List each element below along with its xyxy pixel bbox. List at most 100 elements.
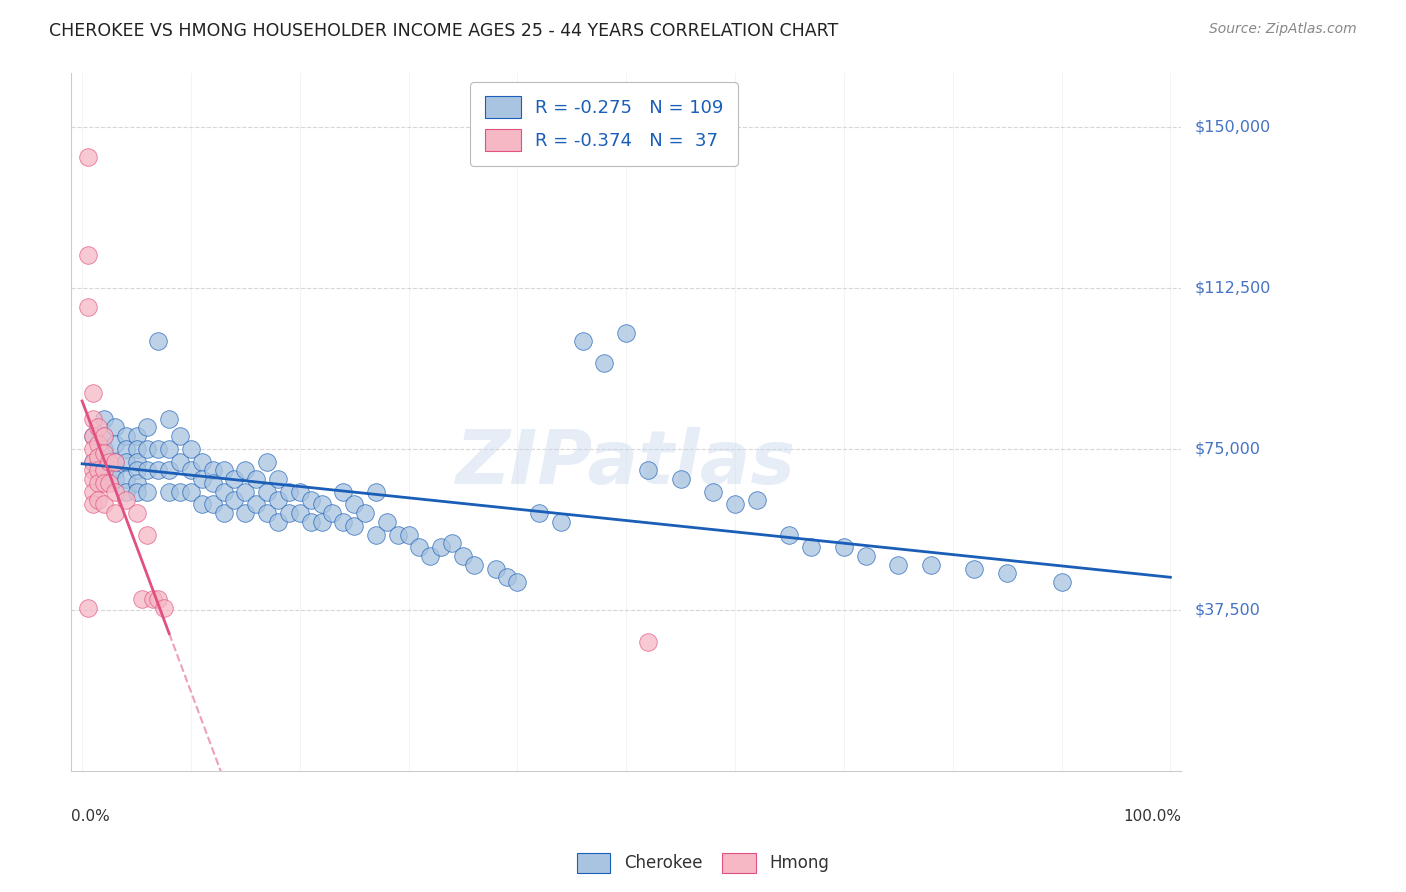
Point xyxy=(364,527,387,541)
Point xyxy=(245,498,267,512)
Point xyxy=(82,429,104,443)
Point xyxy=(267,493,290,508)
Point xyxy=(169,454,191,468)
Point xyxy=(142,591,165,606)
Point xyxy=(93,442,115,456)
Point xyxy=(311,515,333,529)
Point xyxy=(104,463,127,477)
Point xyxy=(191,498,214,512)
Point xyxy=(832,541,855,555)
Point xyxy=(364,484,387,499)
Point xyxy=(87,437,110,451)
Point xyxy=(267,515,290,529)
Point xyxy=(93,411,115,425)
Point xyxy=(495,570,517,584)
Point xyxy=(277,506,299,520)
Point xyxy=(93,472,115,486)
Point xyxy=(152,600,174,615)
Text: CHEROKEE VS HMONG HOUSEHOLDER INCOME AGES 25 - 44 YEARS CORRELATION CHART: CHEROKEE VS HMONG HOUSEHOLDER INCOME AGE… xyxy=(49,22,838,40)
Point xyxy=(212,484,235,499)
Text: ZIPatlas: ZIPatlas xyxy=(456,427,796,500)
Point xyxy=(104,454,127,468)
Text: Source: ZipAtlas.com: Source: ZipAtlas.com xyxy=(1209,22,1357,37)
Point xyxy=(114,429,136,443)
Point xyxy=(136,442,159,456)
Point xyxy=(669,472,692,486)
Point xyxy=(267,472,290,486)
Point xyxy=(76,600,98,615)
Point xyxy=(299,515,322,529)
Legend: R = -0.275   N = 109, R = -0.374   N =  37: R = -0.275 N = 109, R = -0.374 N = 37 xyxy=(470,82,738,166)
Point xyxy=(169,429,191,443)
Point xyxy=(637,635,659,649)
Point xyxy=(778,527,800,541)
Point xyxy=(157,484,180,499)
Point xyxy=(387,527,409,541)
Point xyxy=(131,591,153,606)
Point xyxy=(224,472,246,486)
Point xyxy=(104,454,127,468)
Point xyxy=(136,463,159,477)
Point xyxy=(800,541,823,555)
Point xyxy=(593,356,616,370)
Point xyxy=(82,429,104,443)
Point xyxy=(288,506,311,520)
Point xyxy=(375,515,398,529)
Point xyxy=(82,385,104,400)
Point xyxy=(343,519,366,533)
Point xyxy=(550,515,572,529)
Point xyxy=(82,463,104,477)
Point xyxy=(125,476,148,491)
Point xyxy=(104,506,127,520)
Text: 100.0%: 100.0% xyxy=(1123,809,1181,824)
Point xyxy=(87,420,110,434)
Point xyxy=(104,420,127,434)
Point xyxy=(125,506,148,520)
Point xyxy=(82,411,104,425)
Point xyxy=(93,498,115,512)
Point xyxy=(136,420,159,434)
Point xyxy=(299,493,322,508)
Point xyxy=(430,541,453,555)
Point xyxy=(256,454,278,468)
Point xyxy=(419,549,441,563)
Point xyxy=(201,463,224,477)
Point xyxy=(169,484,191,499)
Point xyxy=(87,493,110,508)
Point xyxy=(114,493,136,508)
Point xyxy=(114,442,136,456)
Point xyxy=(93,429,115,443)
Point xyxy=(104,472,127,486)
Point xyxy=(125,454,148,468)
Point xyxy=(125,442,148,456)
Point xyxy=(321,506,343,520)
Point xyxy=(93,446,115,460)
Point xyxy=(98,476,121,491)
Point xyxy=(148,334,170,349)
Point xyxy=(571,334,593,349)
Point xyxy=(148,463,170,477)
Point xyxy=(82,498,104,512)
Point xyxy=(637,463,659,477)
Point xyxy=(125,463,148,477)
Text: $37,500: $37,500 xyxy=(1195,602,1261,617)
Point xyxy=(82,454,104,468)
Point xyxy=(1050,574,1073,589)
Point xyxy=(76,300,98,314)
Point xyxy=(451,549,474,563)
Point xyxy=(745,493,768,508)
Point xyxy=(98,454,121,468)
Point xyxy=(201,498,224,512)
Point xyxy=(235,484,257,499)
Point xyxy=(332,515,354,529)
Point xyxy=(506,574,529,589)
Point xyxy=(76,150,98,164)
Point xyxy=(724,498,747,512)
Point xyxy=(245,472,267,486)
Point xyxy=(114,484,136,499)
Point xyxy=(614,326,637,340)
Text: 0.0%: 0.0% xyxy=(72,809,110,824)
Point xyxy=(235,463,257,477)
Point xyxy=(93,476,115,491)
Point xyxy=(201,476,224,491)
